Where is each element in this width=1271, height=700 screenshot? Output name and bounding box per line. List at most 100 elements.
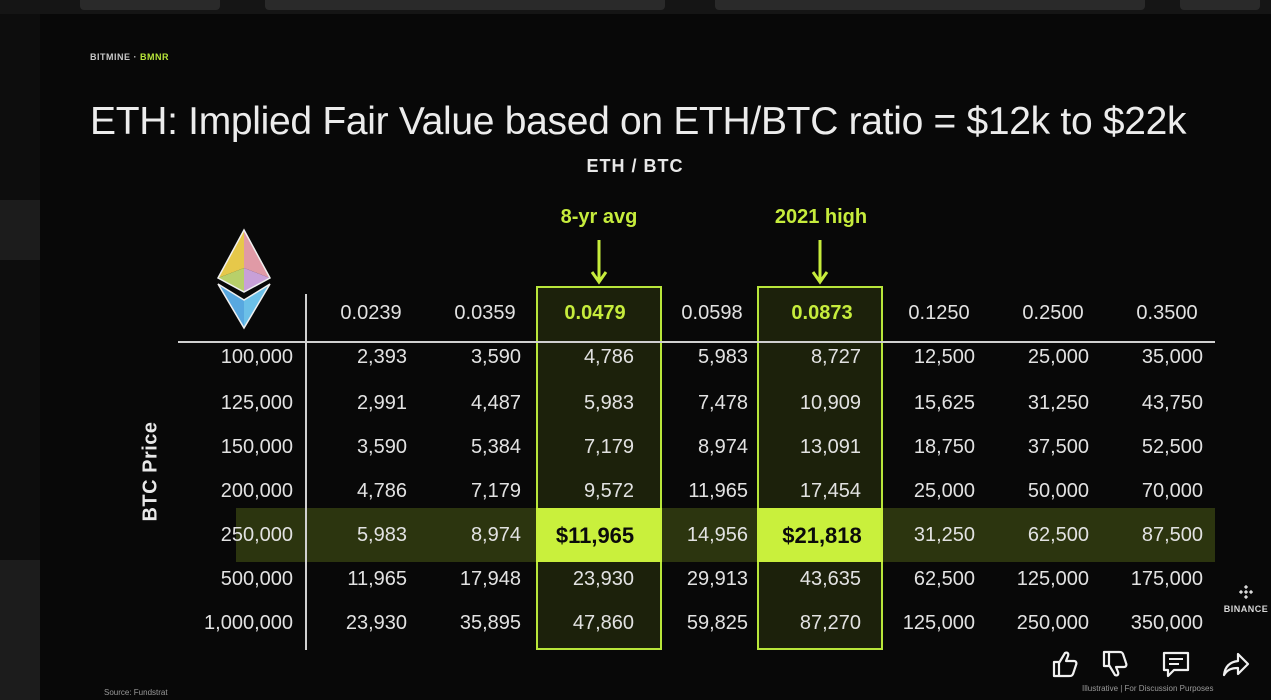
table-cell: 5,983	[697, 346, 748, 368]
brand-separator: ·	[130, 52, 140, 62]
column-header: 0.0359	[454, 302, 516, 324]
background-shape	[0, 200, 40, 260]
brand-name: BITMINE	[90, 52, 131, 62]
table-cell: 11,965	[688, 480, 748, 502]
row-header-btc-price: 100,000	[220, 346, 293, 368]
column-header: 0.0873	[791, 302, 853, 324]
table-cell: 17,454	[799, 480, 861, 502]
table-cell: 4,786	[583, 346, 634, 368]
table-cell: 7,478	[697, 392, 748, 414]
table-cell: 31,250	[913, 524, 975, 546]
table-cell: 8,974	[470, 524, 521, 546]
row-axis-label: BTC Price	[139, 421, 162, 522]
table-cell: 37,500	[1027, 436, 1089, 458]
binance-label: BINANCE	[1223, 604, 1269, 614]
high-column-highlight	[757, 286, 883, 650]
table-cell: 47,860	[572, 612, 634, 634]
background-shape	[0, 560, 40, 700]
table-cell: 52,500	[1141, 436, 1203, 458]
table-cell: 5,384	[470, 436, 521, 458]
table-cell: 59,825	[686, 612, 748, 634]
table-cell: 350,000	[1130, 612, 1203, 634]
thumbs-up-icon[interactable]	[1050, 648, 1082, 680]
table-cell: 23,930	[572, 568, 634, 590]
avg-label: 8-yr avg	[560, 206, 638, 228]
highlighted-fair-value-cell: $21,818	[782, 523, 862, 548]
high-label: 2021 high	[774, 206, 868, 228]
table-cell: 4,487	[470, 392, 521, 414]
table-cell: 8,727	[810, 346, 861, 368]
table-cell: 17,948	[459, 568, 521, 590]
column-header: 0.0479	[564, 302, 626, 324]
footnote: Illustrative | For Discussion Purposes	[1082, 684, 1214, 693]
brand-ticker: BMNR	[140, 52, 169, 62]
table-cell: 87,500	[1141, 524, 1203, 546]
row-header-btc-price: 200,000	[220, 480, 293, 502]
highlighted-fair-value-cell: $11,965	[555, 523, 635, 548]
table-cell: 5,983	[356, 524, 407, 546]
table-cell: 9,572	[583, 480, 634, 502]
table-cell: 25,000	[1027, 346, 1089, 368]
row-header-btc-price: 150,000	[220, 436, 293, 458]
table-vertical-divider	[305, 294, 307, 650]
table-cell: 43,750	[1141, 392, 1203, 414]
column-header: 0.0239	[340, 302, 402, 324]
avg-column-highlight	[536, 286, 662, 650]
table-cell: 35,895	[459, 612, 521, 634]
table-cell: 5,983	[583, 392, 634, 414]
table-cell: 7,179	[470, 480, 521, 502]
brand-label: BITMINE · BMNR	[90, 52, 169, 62]
top-panel-4	[1180, 0, 1260, 10]
table-cell: 12,500	[913, 346, 975, 368]
source-note: Source: Fundstrat	[104, 688, 168, 697]
table-cell: 11,965	[347, 568, 407, 590]
avg-value-highlight	[536, 508, 662, 562]
ethereum-logo-icon	[216, 228, 272, 330]
highlighted-row-band	[236, 508, 1215, 562]
column-axis-label: ETH / BTC	[586, 156, 684, 176]
table-cell: 125,000	[1016, 568, 1089, 590]
comment-icon[interactable]	[1160, 648, 1192, 680]
table-cell: 15,625	[913, 392, 975, 414]
table-cell: 87,270	[799, 612, 861, 634]
row-header-btc-price: 1,000,000	[204, 612, 293, 634]
table-cell: 50,000	[1027, 480, 1089, 502]
table-cell: 18,750	[913, 436, 975, 458]
table-cell: 25,000	[913, 480, 975, 502]
column-header: 0.3500	[1136, 302, 1198, 324]
row-header-btc-price: 250,000	[220, 524, 293, 546]
table-cell: 4,786	[356, 480, 407, 502]
presentation-slide	[40, 14, 1271, 700]
top-panel-3	[715, 0, 1145, 10]
top-panel-2	[265, 0, 665, 10]
table-cell: 250,000	[1016, 612, 1089, 634]
table-cell: 7,179	[583, 436, 634, 458]
table-cell: 35,000	[1141, 346, 1203, 368]
table-cell: 2,393	[356, 346, 407, 368]
table-horizontal-divider	[178, 341, 1215, 343]
table-cell: 70,000	[1141, 480, 1203, 502]
table-cell: 14,956	[686, 524, 748, 546]
table-cell: 43,635	[799, 568, 861, 590]
thumbs-down-icon[interactable]	[1100, 648, 1132, 680]
high-value-highlight	[757, 508, 883, 562]
table-cell: 62,500	[913, 568, 975, 590]
table-cell: 3,590	[470, 346, 521, 368]
table-cell: 3,590	[356, 436, 407, 458]
video-top-strip	[0, 0, 1271, 14]
table-cell: 10,909	[799, 392, 861, 414]
binance-logo-icon	[1238, 584, 1254, 600]
column-header: 0.2500	[1022, 302, 1084, 324]
table-cell: 175,000	[1130, 568, 1203, 590]
high-down-arrow-icon	[811, 240, 829, 285]
column-header: 0.1250	[908, 302, 970, 324]
table-cell: 2,991	[356, 392, 407, 414]
column-header: 0.0598	[681, 302, 743, 324]
table-cell: 8,974	[697, 436, 748, 458]
table-cell: 62,500	[1027, 524, 1089, 546]
table-cell: 125,000	[902, 612, 975, 634]
table-cell: 31,250	[1027, 392, 1089, 414]
row-header-btc-price: 125,000	[220, 392, 293, 414]
share-icon[interactable]	[1220, 648, 1252, 680]
table-cell: 29,913	[686, 568, 748, 590]
